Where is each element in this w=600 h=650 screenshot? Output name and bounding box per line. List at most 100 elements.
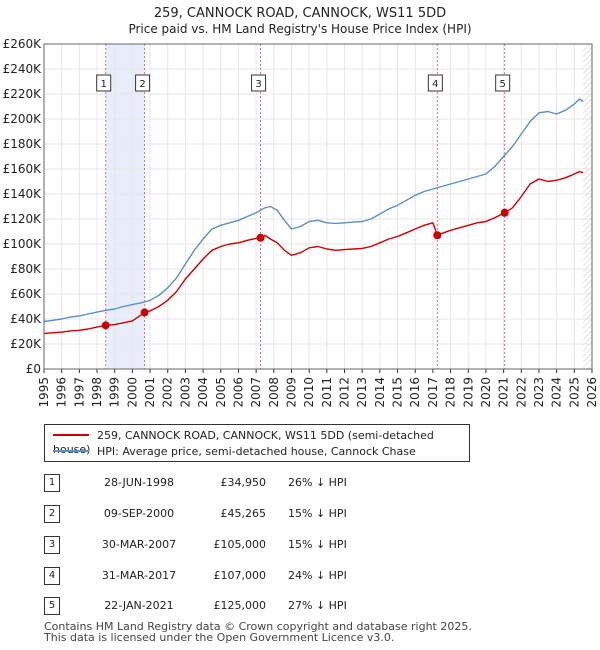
chart-legend: 259, CANNOCK ROAD, CANNOCK, WS11 5DD (se… — [44, 424, 470, 462]
sale-date: 28-JUN-1998 — [103, 476, 175, 489]
table-row: 3 30-MAR-2007 £105,000 15% ↓ HPI — [44, 536, 424, 554]
x-tick-label: 2018 — [444, 377, 458, 408]
sale-marker-number: 1 — [44, 474, 60, 492]
sale-point — [101, 321, 110, 330]
x-tick-label: 2008 — [267, 377, 281, 408]
x-tick-label: 2006 — [231, 377, 245, 408]
x-tick-label: 1995 — [37, 377, 51, 408]
sale-number-label: 3 — [255, 79, 261, 90]
x-tick-label: 2012 — [338, 377, 352, 408]
x-tick-label: 2005 — [214, 377, 228, 408]
sale-number-label: 1 — [101, 79, 107, 90]
shaded-span — [105, 44, 145, 369]
sale-price: £107,000 — [213, 569, 267, 582]
y-tick-label: £40K — [10, 312, 42, 326]
x-tick-label: 2017 — [426, 377, 440, 408]
sale-marker-number: 5 — [44, 597, 60, 615]
y-tick-label: £200K — [3, 112, 43, 126]
y-tick-label: £120K — [3, 212, 43, 226]
table-row: 4 31-MAR-2017 £107,000 24% ↓ HPI — [44, 567, 424, 585]
x-tick-label: 2019 — [461, 377, 475, 408]
x-tick-label: 2013 — [355, 377, 369, 408]
y-tick-label: £220K — [3, 87, 43, 101]
sale-number-label: 2 — [139, 79, 145, 90]
future-region — [583, 44, 592, 369]
sale-number-label: 4 — [432, 79, 438, 90]
x-tick-label: 2016 — [408, 377, 422, 408]
sale-hpi-diff: 24% ↓ HPI — [288, 569, 347, 582]
x-tick-label: 2009 — [284, 377, 298, 408]
sale-hpi-diff: 26% ↓ HPI — [288, 476, 347, 489]
x-tick-label: 2002 — [161, 377, 175, 408]
sale-number-box — [96, 74, 112, 92]
price-chart: 259, CANNOCK ROAD, CANNOCK, WS11 5DD Pri… — [3, 6, 599, 408]
x-tick-label: 2010 — [302, 377, 316, 408]
sale-date: 30-MAR-2007 — [101, 538, 177, 551]
y-tick-label: £160K — [3, 162, 43, 176]
x-tick-label: 1997 — [72, 377, 86, 408]
x-tick-label: 2023 — [532, 377, 546, 408]
x-tick-label: 2007 — [249, 377, 263, 408]
table-row: 2 09-SEP-2000 £45,265 15% ↓ HPI — [44, 505, 424, 523]
x-tick-label: 2004 — [196, 377, 210, 408]
x-tick-label: 2021 — [497, 377, 511, 408]
chart-title: 259, CANNOCK ROAD, CANNOCK, WS11 5DD — [154, 6, 446, 21]
x-tick-label: 2015 — [391, 377, 405, 408]
sale-point — [433, 231, 442, 240]
sale-hpi-diff: 15% ↓ HPI — [288, 538, 347, 551]
sale-point — [256, 233, 265, 242]
footer-attribution: Contains HM Land Registry data © Crown c… — [44, 621, 472, 643]
x-tick-label: 2003 — [178, 377, 192, 408]
sale-number-box — [135, 74, 151, 92]
legend-item-hpi: HPI: Average price, semi-detached house,… — [53, 445, 416, 459]
x-tick-label: 2000 — [125, 377, 139, 408]
sale-marker-number: 3 — [44, 536, 60, 554]
sale-number-box — [427, 74, 443, 92]
x-tick-label: 2025 — [567, 377, 581, 408]
x-tick-label: 1998 — [90, 377, 104, 408]
legend-label-property: 259, CANNOCK ROAD, CANNOCK, WS11 5DD (se… — [53, 429, 434, 456]
sale-date: 22-JAN-2021 — [104, 599, 174, 612]
footer-line-licence: This data is licensed under the Open Gov… — [44, 631, 395, 644]
chart-subtitle: Price paid vs. HM Land Registry's House … — [128, 22, 471, 36]
y-tick-label: £20K — [10, 337, 42, 351]
sale-point — [500, 208, 509, 217]
legend-item-property: 259, CANNOCK ROAD, CANNOCK, WS11 5DD (se… — [53, 429, 469, 456]
y-tick-label: £140K — [3, 187, 43, 201]
y-tick-label: £0 — [26, 362, 41, 376]
table-row: 1 28-JUN-1998 £34,950 26% ↓ HPI — [44, 474, 424, 492]
x-tick-label: 2014 — [373, 377, 387, 408]
x-tick-label: 2026 — [585, 377, 599, 408]
y-tick-label: £260K — [3, 37, 43, 51]
sale-price: £125,000 — [213, 599, 267, 612]
x-tick-label: 1999 — [108, 377, 122, 408]
sale-price: £45,265 — [220, 507, 267, 520]
legend-swatch-property — [53, 434, 89, 436]
y-tick-label: £80K — [10, 262, 42, 276]
sale-hpi-diff: 27% ↓ HPI — [288, 599, 347, 612]
sale-price: £34,950 — [220, 476, 267, 489]
sale-hpi-diff: 15% ↓ HPI — [288, 507, 347, 520]
sale-number-box — [251, 74, 267, 92]
y-tick-label: £240K — [3, 62, 43, 76]
table-row: 5 22-JAN-2021 £125,000 27% ↓ HPI — [44, 597, 424, 615]
y-tick-label: £180K — [3, 137, 43, 151]
footer-line-copyright: Contains HM Land Registry data © Crown c… — [44, 620, 472, 633]
sale-date: 31-MAR-2017 — [101, 569, 177, 582]
y-tick-label: £100K — [3, 237, 43, 251]
x-tick-label: 2024 — [550, 377, 564, 408]
plot-frame — [43, 43, 593, 370]
legend-swatch-hpi — [53, 450, 89, 452]
sale-marker-number: 4 — [44, 567, 60, 585]
sale-point — [140, 308, 149, 317]
x-tick-label: 2011 — [320, 377, 334, 408]
sale-marker-number: 2 — [44, 505, 60, 523]
y-tick-label: £60K — [10, 287, 42, 301]
x-tick-label: 2001 — [143, 377, 157, 408]
sale-date: 09-SEP-2000 — [103, 507, 175, 520]
x-tick-label: 2022 — [514, 377, 528, 408]
x-tick-label: 2020 — [479, 377, 493, 408]
series-line-hpi — [43, 98, 584, 323]
sale-number-label: 5 — [499, 79, 505, 90]
x-tick-label: 1996 — [55, 377, 69, 408]
